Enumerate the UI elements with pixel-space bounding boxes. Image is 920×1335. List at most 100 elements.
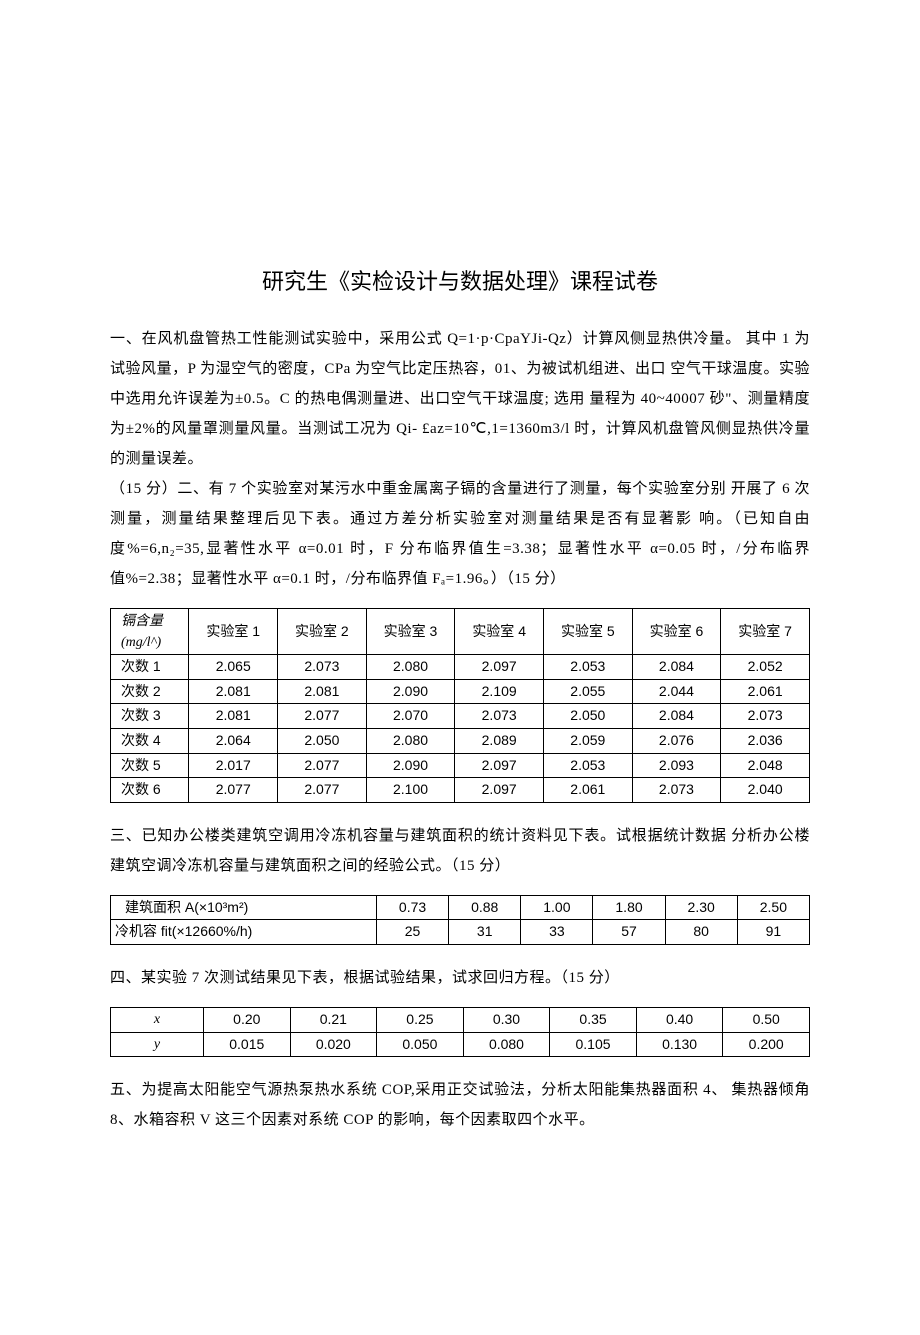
cell: 2.077	[278, 753, 367, 778]
cell: 57	[593, 920, 665, 945]
cell: 2.097	[455, 753, 544, 778]
cell: 0.50	[723, 1007, 810, 1032]
cell: 0.020	[290, 1032, 377, 1057]
cell: 91	[737, 920, 809, 945]
row-label: 次数 5	[111, 753, 189, 778]
row-label: 次数 1	[111, 655, 189, 680]
cell: 2.055	[543, 679, 632, 704]
cell: 1.00	[521, 895, 593, 920]
row-label: 次数 3	[111, 704, 189, 729]
table-row: 次数 3 2.081 2.077 2.070 2.073 2.050 2.084…	[111, 704, 810, 729]
cell: 80	[665, 920, 737, 945]
cell: 2.081	[189, 704, 278, 729]
cell: 0.88	[449, 895, 521, 920]
cell: 2.109	[455, 679, 544, 704]
cell: 2.050	[278, 728, 367, 753]
cell: 0.130	[636, 1032, 723, 1057]
cell: 2.059	[543, 728, 632, 753]
table-row: 次数 2 2.081 2.081 2.090 2.109 2.055 2.044…	[111, 679, 810, 704]
cadmium-table: 镉含量 (mg/l^) 实验室 1 实验室 2 实验室 3 实验室 4 实验室 …	[110, 608, 810, 803]
cell: 2.070	[366, 704, 455, 729]
row-label: x	[111, 1007, 204, 1032]
cell: 25	[376, 920, 448, 945]
row-label: 冷机容 fit(×12660%/h)	[111, 920, 377, 945]
cell: 2.036	[721, 728, 810, 753]
table-row: 次数 5 2.017 2.077 2.090 2.097 2.053 2.093…	[111, 753, 810, 778]
head-l1: 镉含量	[121, 614, 163, 629]
col-lab-4: 实验室 4	[455, 609, 544, 655]
cell: 2.084	[632, 655, 721, 680]
cell: 0.080	[463, 1032, 550, 1057]
cell: 1.80	[593, 895, 665, 920]
col-lab-5: 实验室 5	[543, 609, 632, 655]
cell: 2.090	[366, 679, 455, 704]
q5-l1: 五、为提高太阳能空气源热泵热水系统 COP,采用正交试验法，分析太阳能集热器面积…	[110, 1082, 727, 1098]
cell: 2.080	[366, 728, 455, 753]
q3-l1: 三、已知办公楼类建筑空调用冷冻机容量与建筑面积的统计资料见下表。试根据统计数据	[110, 828, 727, 844]
cell: 2.017	[189, 753, 278, 778]
cell: 2.077	[278, 778, 367, 803]
building-area-table: 建筑面积 A(×10³m²) 0.73 0.88 1.00 1.80 2.30 …	[110, 895, 810, 945]
cell: 33	[521, 920, 593, 945]
q1-l1: 一、在风机盘管热工性能测试实验中，采用公式 Q=1·p·CpaYJi-Qz）计算…	[110, 331, 741, 347]
col-lab-2: 实验室 2	[278, 609, 367, 655]
row-label: 次数 6	[111, 778, 189, 803]
cell: 2.061	[543, 778, 632, 803]
cell: 2.093	[632, 753, 721, 778]
cell: 2.073	[632, 778, 721, 803]
head-l2: (mg/l^)	[121, 635, 161, 650]
cell: 31	[449, 920, 521, 945]
cell: 2.076	[632, 728, 721, 753]
document-page: 研究生《实检设计与数据处理》课程试卷 一、在风机盘管热工性能测试实验中，采用公式…	[0, 0, 920, 1335]
cell: 2.097	[455, 655, 544, 680]
cell: 0.21	[290, 1007, 377, 1032]
row-label: 次数 2	[111, 679, 189, 704]
cell: 2.077	[278, 704, 367, 729]
cell: 2.073	[721, 704, 810, 729]
table-row: x 0.20 0.21 0.25 0.30 0.35 0.40 0.50	[111, 1007, 810, 1032]
row-label: 建筑面积 A(×10³m²)	[111, 895, 377, 920]
cell: 2.048	[721, 753, 810, 778]
col-lab-6: 实验室 6	[632, 609, 721, 655]
cell: 2.052	[721, 655, 810, 680]
cell: 2.097	[455, 778, 544, 803]
cell: 2.053	[543, 655, 632, 680]
cell: 2.044	[632, 679, 721, 704]
cell: 2.090	[366, 753, 455, 778]
row-label: y	[111, 1032, 204, 1057]
cell: 2.040	[721, 778, 810, 803]
cell: 0.73	[376, 895, 448, 920]
cell: 2.053	[543, 753, 632, 778]
cell: 2.084	[632, 704, 721, 729]
cell: 0.050	[377, 1032, 464, 1057]
table-head-row: 镉含量 (mg/l^) 实验室 1 实验室 2 实验室 3 实验室 4 实验室 …	[111, 609, 810, 655]
cell: 2.089	[455, 728, 544, 753]
table-row: 次数 6 2.077 2.077 2.100 2.097 2.061 2.073…	[111, 778, 810, 803]
cell: 2.073	[455, 704, 544, 729]
cell: 0.35	[550, 1007, 637, 1032]
cell: 2.30	[665, 895, 737, 920]
col-lab-1: 实验室 1	[189, 609, 278, 655]
q2-l1: （15 分）二、有 7 个实验室对某污水中重金属离子镉的含量进行了测量，每个实验…	[110, 481, 726, 497]
cell: 2.065	[189, 655, 278, 680]
col-lab-3: 实验室 3	[366, 609, 455, 655]
row-label: 次数 4	[111, 728, 189, 753]
question-2-text: （15 分）二、有 7 个实验室对某污水中重金属离子镉的含量进行了测量，每个实验…	[110, 474, 810, 594]
cell: 2.050	[543, 704, 632, 729]
cell: 2.100	[366, 778, 455, 803]
table-row: 冷机容 fit(×12660%/h) 25 31 33 57 80 91	[111, 920, 810, 945]
cell: 2.080	[366, 655, 455, 680]
cell: 0.40	[636, 1007, 723, 1032]
regression-table: x 0.20 0.21 0.25 0.30 0.35 0.40 0.50 y 0…	[110, 1007, 810, 1057]
question-4-text: 四、某实验 7 次测试结果见下表，根据试验结果，试求回归方程。（15 分）	[110, 963, 810, 993]
head-label: 镉含量 (mg/l^)	[111, 609, 189, 655]
cell: 2.061	[721, 679, 810, 704]
cell: 2.081	[278, 679, 367, 704]
cell: 2.077	[189, 778, 278, 803]
cell: 2.064	[189, 728, 278, 753]
col-lab-7: 实验室 7	[721, 609, 810, 655]
question-3-text: 三、已知办公楼类建筑空调用冷冻机容量与建筑面积的统计资料见下表。试根据统计数据 …	[110, 821, 810, 881]
cell: 0.30	[463, 1007, 550, 1032]
table-row: 建筑面积 A(×10³m²) 0.73 0.88 1.00 1.80 2.30 …	[111, 895, 810, 920]
cell: 0.105	[550, 1032, 637, 1057]
